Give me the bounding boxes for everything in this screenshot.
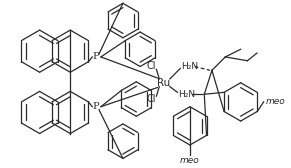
- Text: H₂N: H₂N: [178, 90, 196, 99]
- Text: Cl: Cl: [147, 61, 156, 72]
- Text: Cl: Cl: [147, 94, 156, 104]
- Text: P: P: [93, 52, 100, 61]
- Text: meo: meo: [180, 156, 200, 165]
- Text: Ru: Ru: [157, 78, 171, 88]
- Text: meo: meo: [266, 97, 285, 106]
- Text: H₂N: H₂N: [181, 62, 198, 71]
- Text: P: P: [93, 102, 100, 111]
